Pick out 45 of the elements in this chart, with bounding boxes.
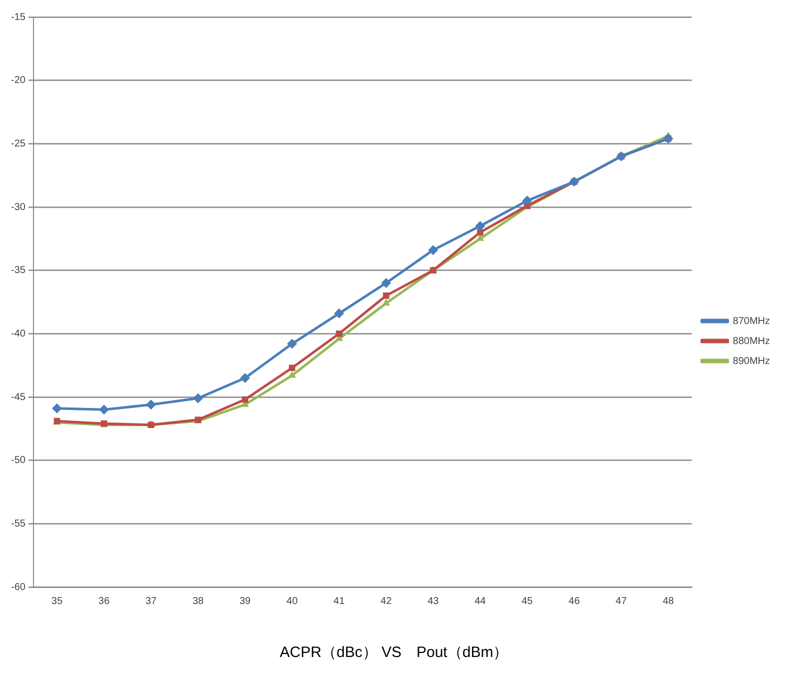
y-tick-label: -60 (11, 582, 26, 593)
point (428, 245, 438, 256)
text: ACPR（dBc） VS Pout（dBm） (280, 644, 508, 662)
point (288, 364, 296, 372)
x-tick-label: 42 (380, 596, 392, 607)
x-tick-label: 43 (428, 596, 440, 607)
legend-label: 870MHz (732, 316, 770, 327)
x-tick-label: 45 (522, 596, 534, 607)
y-tick-label: -15 (11, 12, 26, 23)
x-tick-label: 48 (662, 596, 674, 607)
y-tick-label: -30 (11, 202, 26, 213)
y-tick-label: -20 (11, 75, 26, 86)
point (476, 229, 484, 236)
point (336, 330, 342, 337)
legend-label: 890MHz (732, 356, 770, 367)
x-tick-label: 35 (51, 596, 63, 607)
x-tick-label: 47 (616, 596, 628, 607)
point (193, 393, 204, 404)
point (334, 308, 344, 318)
x-tick-label: 44 (474, 596, 486, 607)
point (522, 196, 532, 206)
y-tick-label: -40 (11, 328, 26, 340)
y-tick-label: -55 (11, 518, 26, 530)
point (98, 404, 109, 415)
point (240, 373, 250, 383)
y-tick-label: -35 (11, 265, 26, 276)
x-tick-label: 38 (192, 596, 204, 607)
y-tick-label: -50 (11, 455, 26, 466)
x-tick-label: 41 (334, 596, 346, 607)
x-tick-label: 37 (145, 596, 158, 607)
point (382, 298, 390, 306)
point (382, 292, 390, 299)
point (146, 400, 156, 410)
y-tick-label: -45 (11, 392, 26, 403)
y-tick-label: -25 (11, 138, 26, 150)
x-tick-label: 39 (239, 596, 252, 607)
point (52, 403, 62, 414)
point (287, 338, 298, 349)
x-tick-label: 40 (286, 596, 298, 607)
point (475, 221, 486, 231)
point (381, 278, 392, 288)
point (288, 370, 296, 378)
x-tick-label: 46 (568, 596, 580, 607)
legend-label: 880MHz (732, 336, 770, 347)
x-tick-label: 36 (98, 596, 110, 607)
